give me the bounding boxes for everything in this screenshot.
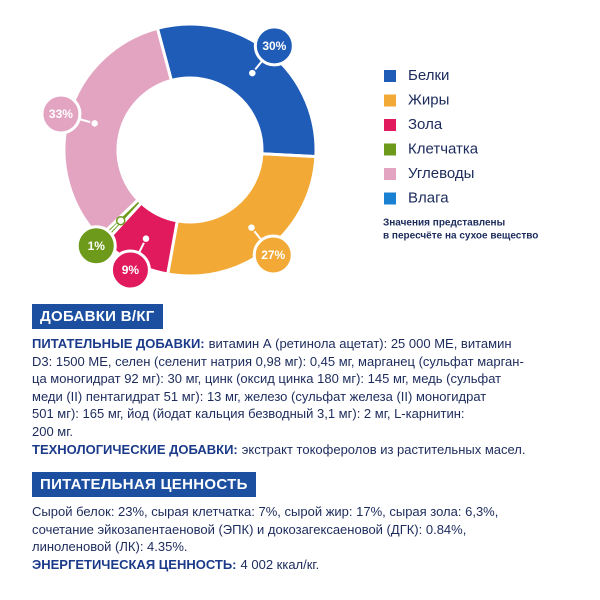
- connector-dot: [247, 68, 258, 78]
- connector-dot: [246, 222, 257, 233]
- paragraph: ЭНЕРГЕТИЧЕСКАЯ ЦЕННОСТЬ: 4 002 ккал/кг.: [32, 556, 592, 574]
- note: в пересчёте на сухое вещество: [383, 231, 538, 242]
- legend-swatch: [384, 70, 396, 82]
- note: Значения представлены: [383, 218, 505, 229]
- value-badge: [109, 249, 151, 291]
- connector-dot: [115, 215, 126, 226]
- paragraph: ТЕХНОЛОГИЧЕСКИЕ ДОБАВКИ: экстракт токофер…: [32, 441, 592, 459]
- connector-dot: [141, 233, 151, 244]
- text-line: меди (II) пентагидрат 51 мг): 13 мг, жел…: [32, 388, 487, 404]
- value-label: 30%: [262, 39, 286, 53]
- legend-label: Влага: [408, 189, 449, 206]
- legend-swatch: [384, 192, 396, 205]
- donut-slice: [155, 22, 318, 159]
- connector-dot: [89, 118, 100, 129]
- section: ДОБАВКИ В/КГ ПИТАТЕЛЬНЫЕ ДОБАВКИ: витамин …: [32, 304, 592, 458]
- bold-lead: ЭНЕРГЕТИЧЕСКАЯ ЦЕННОСТЬ:: [32, 556, 237, 572]
- donut-slice: [62, 26, 174, 240]
- text-line: 4 002 ккал/кг.: [240, 556, 320, 572]
- value-badge: [253, 25, 295, 67]
- text-line: экстракт токоферолов из растительных мас…: [241, 441, 526, 457]
- value-badge: [75, 225, 117, 267]
- text-line: Сырой белок: 23%, сырая клетчатка: 7%, с…: [32, 504, 499, 520]
- legend-swatch: [384, 119, 396, 131]
- text-line: линоленовой (ЛК): 4.35%.: [32, 539, 188, 555]
- section-heading: ДОБАВКИ В/КГ: [32, 304, 163, 329]
- value-label: 9%: [122, 263, 140, 277]
- bold-lead: ПИТАТЕЛЬНЫЕ ДОБАВКИ:: [32, 336, 205, 351]
- value-label: 1%: [88, 239, 106, 253]
- chart: 30% 27% 9% 1% 33% Белки Жиры Зола Клетчатка Углев…: [40, 22, 538, 291]
- paragraph: ПИТАТЕЛЬНЫЕ ДОБАВКИ: витамин А (ретинола …: [32, 335, 592, 441]
- legend-label: Жиры: [408, 91, 449, 108]
- legend-label: Клетчатка: [408, 140, 479, 157]
- legend-label: Белки: [408, 67, 449, 84]
- text-line: ца моногидрат 92 мг): 30 мг, цинк (оксид…: [32, 371, 502, 387]
- text-block: ДОБАВКИ В/КГ ПИТАТЕЛЬНЫЕ ДОБАВКИ: витамин …: [32, 304, 592, 588]
- bold-lead: ТЕХНОЛОГИЧЕСКИЕ ДОБАВКИ:: [32, 441, 238, 457]
- legend-swatch: [384, 143, 396, 156]
- paragraph: Сырой белок: 23%, сырая клетчатка: 7%, с…: [32, 503, 592, 556]
- legend-label: Зола: [408, 116, 443, 133]
- section-heading: ПИТАТЕЛЬНАЯ ЦЕННОСТЬ: [32, 472, 256, 498]
- text-line: сочетание эйкозапентаеновой (ЭПК) и доко…: [32, 521, 467, 537]
- legend-label: Углеводы: [408, 165, 474, 182]
- text-line: 501 мг): 165 мг, йод (йодат кальция безв…: [32, 406, 465, 422]
- value-badge: [252, 234, 294, 276]
- text-line: витамин А (ретинола ацетат): 25 000 МЕ, …: [208, 336, 512, 351]
- text-line: 200 мг.: [32, 423, 74, 439]
- value-label: 33%: [49, 107, 73, 121]
- legend-swatch: [384, 168, 396, 180]
- value-badge: [40, 93, 82, 135]
- section: ПИТАТЕЛЬНАЯ ЦЕННОСТЬ Сырой белок: 23%, сы…: [32, 472, 592, 573]
- donut-slice: [165, 152, 318, 278]
- value-label: 27%: [261, 248, 285, 262]
- legend-swatch: [384, 94, 396, 107]
- text-line: D3: 1500 МЕ, селен (селенит натрия 0,98 …: [32, 353, 524, 369]
